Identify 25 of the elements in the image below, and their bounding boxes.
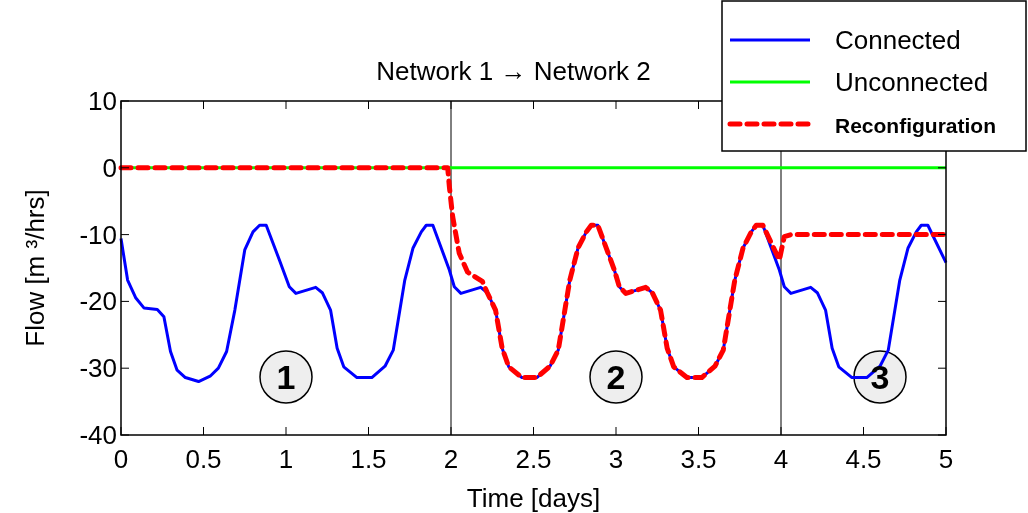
chart-title: Network 1 → Network 2 <box>376 56 651 86</box>
x-axis-title: Time [days] <box>466 483 601 513</box>
legend-label: Connected <box>835 25 961 55</box>
y-tick-label: -10 <box>79 219 117 250</box>
x-tick-label: 0.5 <box>185 444 222 474</box>
x-tick-label: 2.5 <box>515 444 552 474</box>
y-axis-title: Flow [m ³/hrs] <box>20 189 50 347</box>
annotation: 2 <box>606 358 626 396</box>
y-tick-label: 10 <box>88 86 117 116</box>
x-tick-label: 2 <box>443 444 459 474</box>
x-tick-label: 3 <box>608 444 624 474</box>
legend-label: Reconfiguration <box>835 114 996 137</box>
x-tick-label: 5 <box>938 444 954 474</box>
annotation: 1 <box>276 358 296 396</box>
legend-label: Unconnected <box>835 67 989 97</box>
annotation: 3 <box>870 358 890 396</box>
x-tick-label: 4 <box>773 444 789 474</box>
x-tick-label: 1.5 <box>350 444 387 474</box>
x-tick-label: 4.5 <box>845 444 882 474</box>
y-tick-label: -20 <box>79 286 117 317</box>
y-tick-label: 0 <box>102 152 117 183</box>
x-tick-label: 1 <box>278 444 294 474</box>
y-tick-label: -40 <box>79 420 117 450</box>
y-tick-label: -30 <box>79 353 117 384</box>
x-tick-label: 3.5 <box>680 444 717 474</box>
